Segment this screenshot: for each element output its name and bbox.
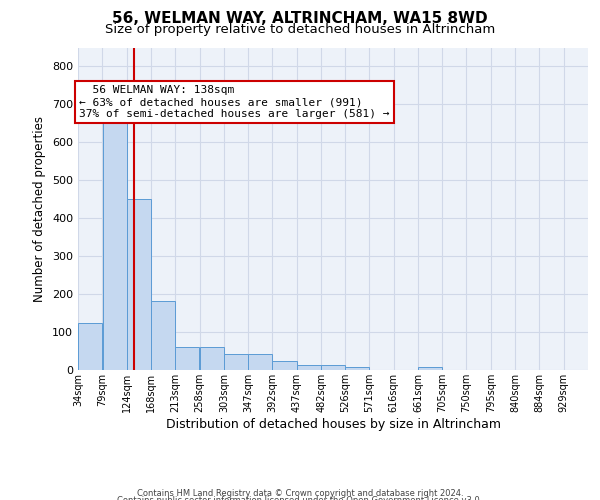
Bar <box>175 347 199 370</box>
Bar <box>127 200 151 370</box>
Bar <box>248 354 272 370</box>
Bar <box>272 360 296 370</box>
Bar <box>321 365 345 370</box>
Text: Contains public sector information licensed under the Open Government Licence v3: Contains public sector information licen… <box>118 496 482 500</box>
Bar <box>297 365 321 370</box>
Y-axis label: Number of detached properties: Number of detached properties <box>34 116 46 302</box>
X-axis label: Distribution of detached houses by size in Altrincham: Distribution of detached houses by size … <box>166 418 500 430</box>
Text: 56, WELMAN WAY, ALTRINCHAM, WA15 8WD: 56, WELMAN WAY, ALTRINCHAM, WA15 8WD <box>112 11 488 26</box>
Bar <box>345 367 369 370</box>
Text: 56 WELMAN WAY: 138sqm  
← 63% of detached houses are smaller (991)
37% of semi-d: 56 WELMAN WAY: 138sqm ← 63% of detached … <box>79 86 389 118</box>
Bar <box>151 300 175 370</box>
Bar <box>78 322 102 370</box>
Text: Contains HM Land Registry data © Crown copyright and database right 2024.: Contains HM Land Registry data © Crown c… <box>137 489 463 498</box>
Bar <box>418 368 442 370</box>
Bar <box>224 354 248 370</box>
Bar <box>103 120 127 370</box>
Text: Size of property relative to detached houses in Altrincham: Size of property relative to detached ho… <box>105 22 495 36</box>
Bar <box>200 347 224 370</box>
